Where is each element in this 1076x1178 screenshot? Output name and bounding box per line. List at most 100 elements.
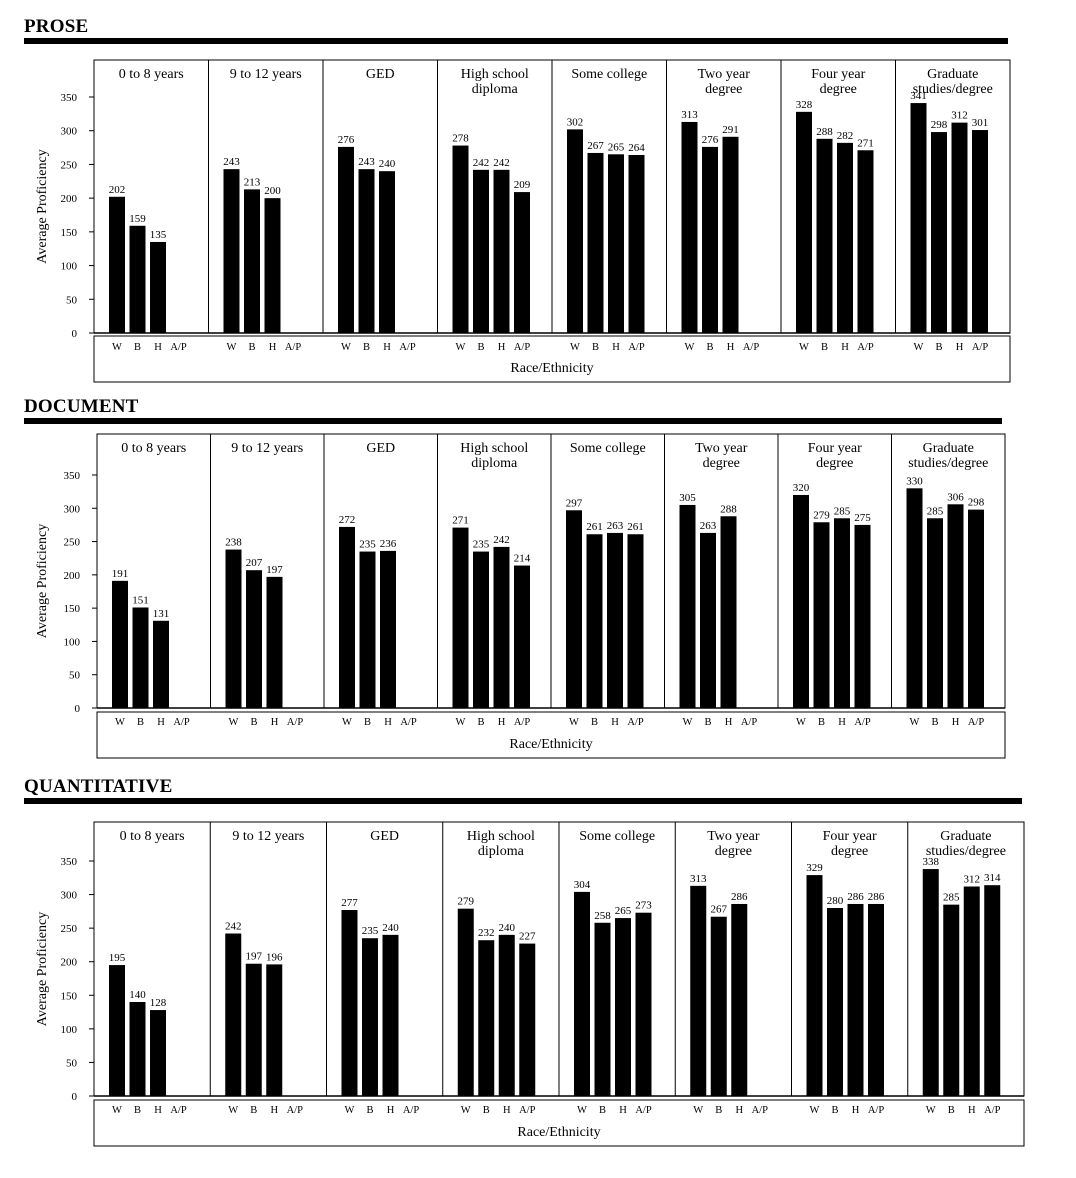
bar bbox=[700, 532, 716, 708]
group-label: Two year bbox=[707, 829, 760, 844]
prose-chart: 0 50 100 150 200 250 300 350 Average Proficiency… bbox=[35, 59, 1011, 383]
bar bbox=[244, 189, 260, 333]
bar bbox=[338, 146, 354, 333]
bar-value-label: 263 bbox=[607, 520, 624, 532]
y-axis-label: Average Proficiency bbox=[35, 524, 50, 638]
bar bbox=[129, 225, 146, 333]
bar bbox=[931, 132, 947, 333]
series-tick-label: W bbox=[227, 342, 237, 353]
bar-value-label: 242 bbox=[473, 157, 490, 169]
bar-value-label: 261 bbox=[627, 521, 644, 533]
y-tick-label: 300 bbox=[61, 890, 78, 902]
x-axis-label: Race/Ethnicity bbox=[510, 361, 593, 376]
bar bbox=[854, 524, 871, 708]
series-tick-label: B bbox=[250, 1105, 257, 1116]
bar bbox=[112, 580, 128, 708]
series-tick-label: B bbox=[935, 342, 942, 353]
group-label: Some college bbox=[571, 67, 647, 82]
series-tick-label: A/P bbox=[868, 1105, 885, 1116]
group-label: 0 to 8 years bbox=[121, 441, 186, 456]
group-label: degree bbox=[703, 456, 740, 471]
group-label: degree bbox=[705, 82, 742, 97]
bar-value-label: 313 bbox=[681, 109, 698, 121]
series-tick-label: W bbox=[577, 1105, 587, 1116]
bar-value-label: 197 bbox=[246, 951, 263, 963]
group-label: studies/degree bbox=[913, 82, 993, 97]
group-label: degree bbox=[816, 456, 853, 471]
y-tick-label: 150 bbox=[61, 227, 78, 239]
y-tick-label: 100 bbox=[64, 636, 81, 648]
bar bbox=[514, 565, 530, 708]
bar-value-label: 275 bbox=[854, 512, 871, 524]
y-tick-label: 350 bbox=[61, 92, 78, 104]
bar bbox=[362, 938, 378, 1096]
bar bbox=[150, 1010, 166, 1096]
series-tick-label: A/P bbox=[968, 717, 985, 728]
bar bbox=[816, 138, 833, 333]
series-tick-label: B bbox=[715, 1105, 722, 1116]
series-tick-label: H bbox=[611, 717, 619, 728]
bar-value-label: 278 bbox=[452, 133, 469, 145]
series-tick-label: W bbox=[341, 342, 351, 353]
series-tick-label: A/P bbox=[857, 342, 874, 353]
document-chart: 0 50 100 150 200 250 300 350 Average Proficiency… bbox=[35, 433, 1006, 759]
bar bbox=[910, 103, 927, 333]
series-tick-label: W bbox=[569, 717, 579, 728]
bar-value-label: 341 bbox=[910, 90, 927, 102]
bar-value-label: 238 bbox=[225, 537, 242, 549]
bar bbox=[225, 549, 242, 708]
y-tick-label: 350 bbox=[61, 856, 78, 868]
series-tick-label: H bbox=[154, 342, 162, 353]
bar bbox=[153, 620, 169, 708]
bar bbox=[615, 918, 631, 1096]
bar bbox=[847, 903, 864, 1096]
bar bbox=[473, 169, 489, 333]
series-tick-label: B bbox=[599, 1105, 606, 1116]
bar bbox=[868, 903, 884, 1096]
series-tick-label: W bbox=[685, 342, 695, 353]
series-tick-label: A/P bbox=[743, 342, 760, 353]
bar-value-label: 159 bbox=[129, 213, 146, 225]
series-tick-label: H bbox=[384, 717, 392, 728]
bar-value-label: 280 bbox=[827, 895, 844, 907]
bar-value-label: 235 bbox=[359, 539, 376, 551]
bar bbox=[266, 576, 283, 708]
bar-value-label: 272 bbox=[339, 514, 356, 526]
bar bbox=[679, 504, 696, 708]
bar bbox=[567, 129, 583, 333]
series-tick-label: W bbox=[112, 1105, 122, 1116]
group-label: Graduate bbox=[923, 441, 974, 456]
series-tick-label: B bbox=[477, 342, 484, 353]
series-tick-label: A/P bbox=[400, 717, 417, 728]
series-tick-label: H bbox=[841, 342, 849, 353]
bar-value-label: 236 bbox=[380, 538, 397, 550]
series-tick-label: W bbox=[910, 717, 920, 728]
series-tick-label: W bbox=[115, 717, 125, 728]
series-tick-label: H bbox=[387, 1105, 395, 1116]
series-tick-label: A/P bbox=[170, 342, 187, 353]
bar bbox=[984, 885, 1001, 1096]
group-label: GED bbox=[366, 441, 395, 456]
series-tick-label: H bbox=[619, 1105, 627, 1116]
bar-value-label: 128 bbox=[150, 997, 167, 1009]
bar bbox=[341, 910, 358, 1096]
bar-value-label: 297 bbox=[566, 497, 583, 509]
series-tick-label: B bbox=[364, 717, 371, 728]
bar-value-label: 271 bbox=[452, 515, 469, 527]
bar bbox=[129, 1002, 146, 1096]
series-tick-label: H bbox=[271, 717, 279, 728]
y-axis-label: Average Proficiency bbox=[35, 912, 50, 1026]
bar-value-label: 286 bbox=[847, 891, 864, 903]
bar bbox=[972, 130, 988, 333]
bar-value-label: 264 bbox=[628, 142, 645, 154]
series-tick-label: A/P bbox=[285, 342, 302, 353]
bar-value-label: 207 bbox=[246, 557, 263, 569]
bar bbox=[519, 943, 536, 1096]
x-label-box bbox=[93, 1099, 1025, 1147]
bar-value-label: 313 bbox=[690, 873, 707, 885]
bar bbox=[635, 912, 652, 1096]
bar bbox=[514, 192, 530, 333]
bar-value-label: 227 bbox=[519, 931, 536, 943]
bar-value-label: 285 bbox=[834, 505, 851, 517]
series-tick-label: A/P bbox=[519, 1105, 536, 1116]
